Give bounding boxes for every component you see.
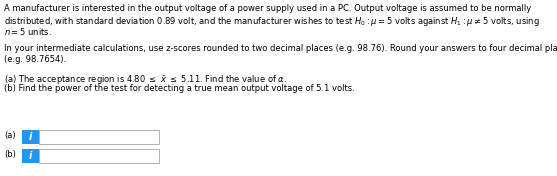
Text: (e.g. 98.7654).: (e.g. 98.7654).	[4, 55, 66, 64]
Text: (b) Find the power of the test for detecting a true mean output voltage of 5.1 v: (b) Find the power of the test for detec…	[4, 84, 355, 93]
Text: (a): (a)	[4, 131, 16, 140]
Text: i: i	[29, 132, 32, 142]
Bar	[39, 149, 159, 163]
Text: $n = 5$ units.: $n = 5$ units.	[4, 26, 52, 37]
Text: (a) The acceptance region is 4.80 $\leq$ $\bar{x}$ $\leq$ 5.11. Find the value o: (a) The acceptance region is 4.80 $\leq$…	[4, 73, 287, 86]
Bar	[22, 130, 39, 144]
Bar	[22, 149, 39, 163]
Text: A manufacturer is interested in the output voltage of a power supply used in a P: A manufacturer is interested in the outp…	[4, 4, 531, 13]
Bar	[39, 130, 159, 144]
Text: In your intermediate calculations, use z-scores rounded to two decimal places (e: In your intermediate calculations, use z…	[4, 44, 557, 53]
Text: i: i	[29, 151, 32, 161]
Text: distributed, with standard deviation 0.89 volt, and the manufacturer wishes to t: distributed, with standard deviation 0.8…	[4, 15, 540, 28]
Text: (b): (b)	[4, 150, 16, 159]
